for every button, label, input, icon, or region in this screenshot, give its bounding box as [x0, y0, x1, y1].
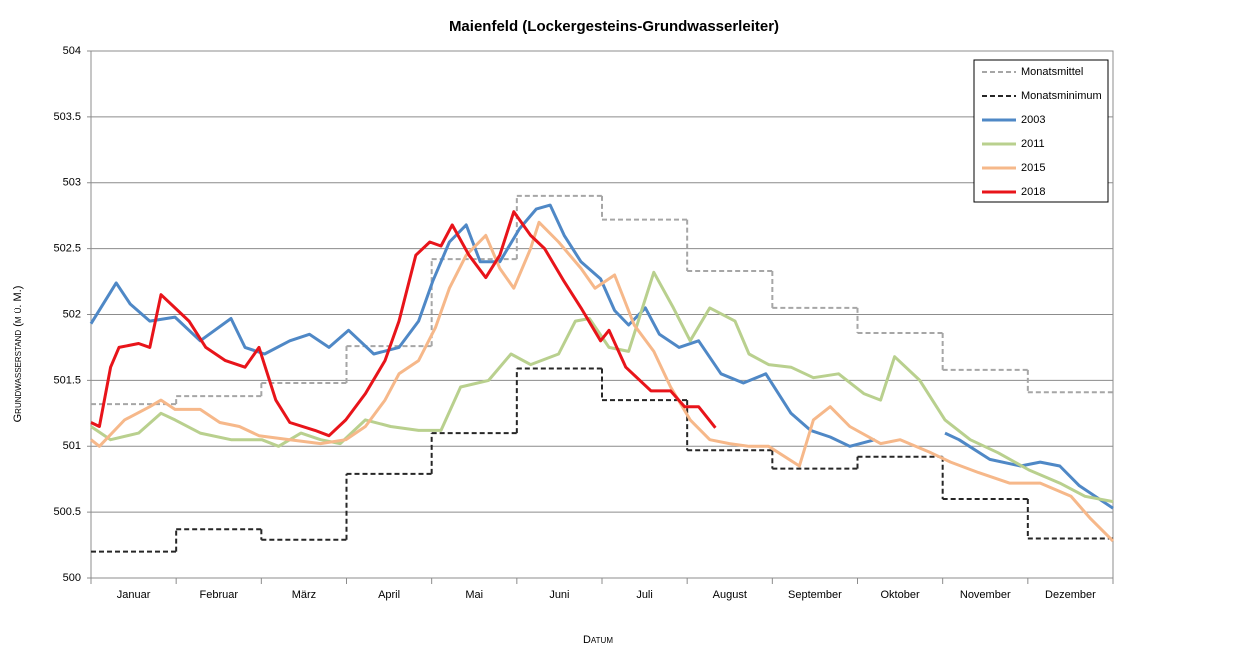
legend-label: 2015 — [1021, 162, 1045, 174]
x-tick-label: April — [378, 589, 400, 601]
legend-label: 2011 — [1021, 138, 1045, 150]
data-line — [89, 203, 1114, 510]
y-tick-label: 503.5 — [53, 111, 81, 123]
x-tick-label: März — [292, 589, 316, 601]
y-tick-label: 500 — [63, 572, 81, 584]
x-tick-label: August — [713, 589, 747, 601]
legend-label: Monatsmittel — [1021, 66, 1083, 78]
y-tick-label: 500.5 — [53, 506, 81, 518]
x-tick-label: Januar — [117, 589, 151, 601]
data-line — [90, 220, 1115, 543]
y-axis-label: Grundwasserstand (m ü. M.) — [12, 286, 24, 423]
x-tick-label: November — [960, 589, 1011, 601]
x-tick-label: Mai — [465, 589, 483, 601]
data-line — [90, 270, 1114, 504]
y-tick-label: 504 — [63, 45, 81, 57]
y-tick-label: 502 — [63, 308, 81, 320]
x-tick-label: Februar — [199, 589, 238, 601]
data-line — [90, 210, 717, 438]
x-tick-label: September — [788, 589, 842, 601]
x-tick-label: Dezember — [1045, 589, 1096, 601]
x-tick-label: Juli — [636, 589, 653, 601]
legend-label: 2018 — [1021, 186, 1045, 198]
legend-label: 2003 — [1021, 114, 1045, 126]
y-tick-label: 502.5 — [53, 243, 81, 255]
x-tick-label: Oktober — [881, 589, 920, 601]
x-tick-label: Juni — [549, 589, 569, 601]
y-tick-label: 501 — [63, 440, 81, 452]
y-tick-label: 503 — [63, 177, 81, 189]
x-axis-label: Datum — [583, 634, 613, 646]
y-tick-label: 501.5 — [53, 374, 81, 386]
legend-box — [973, 59, 1109, 203]
chart-title: Maienfeld (Lockergesteins-Grundwasserlei… — [449, 18, 779, 35]
legend-label: Monatsminimum — [1021, 90, 1102, 102]
